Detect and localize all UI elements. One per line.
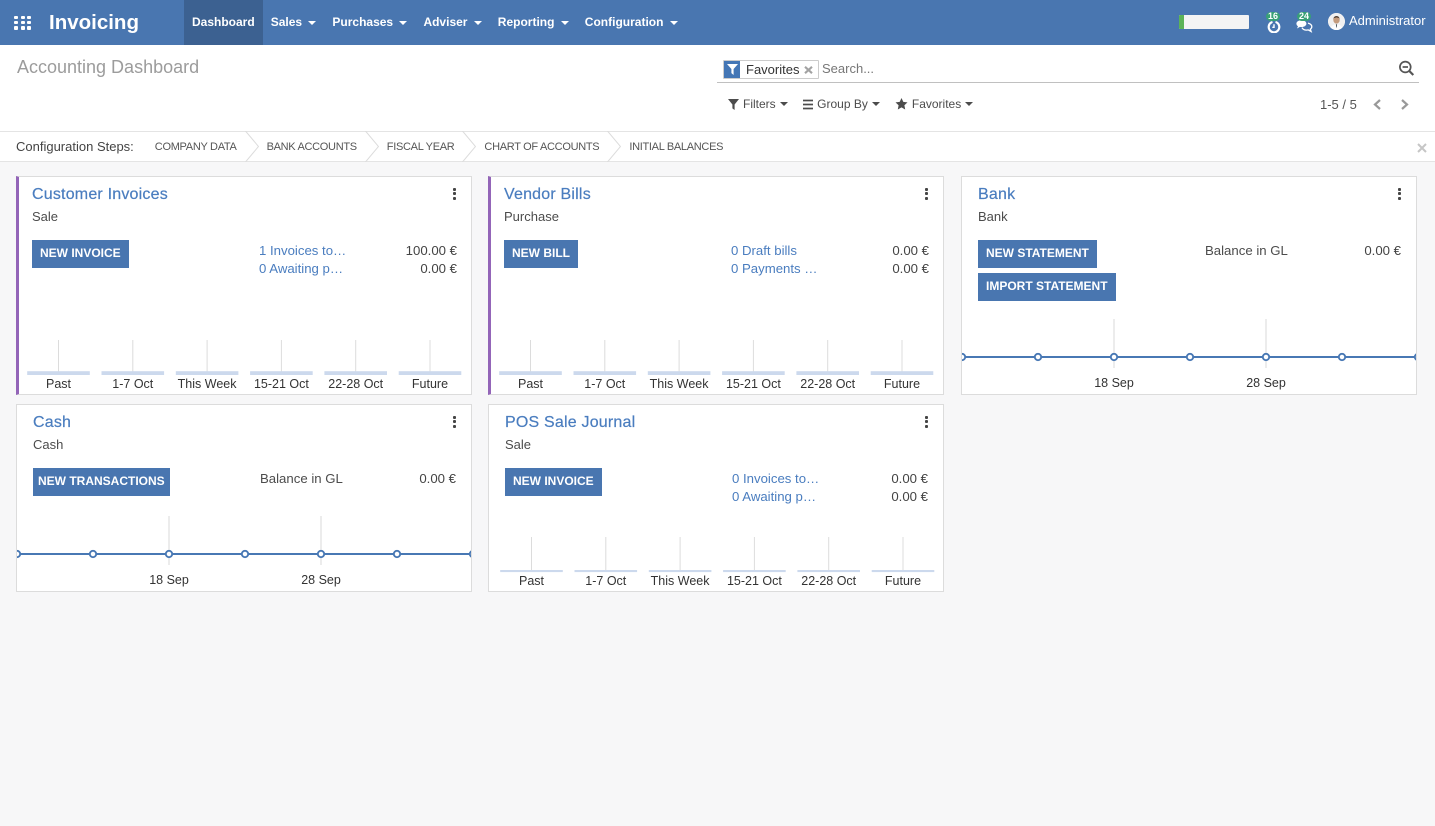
svg-text:This Week: This Week <box>650 377 710 391</box>
svg-text:This Week: This Week <box>178 377 238 391</box>
svg-text:15-21 Oct: 15-21 Oct <box>726 377 781 391</box>
svg-text:22-28 Oct: 22-28 Oct <box>328 377 383 391</box>
svg-text:28 Sep: 28 Sep <box>301 573 341 587</box>
svg-text:18 Sep: 18 Sep <box>1094 376 1134 390</box>
svg-text:22-28 Oct: 22-28 Oct <box>800 377 855 391</box>
svg-text:1-7 Oct: 1-7 Oct <box>584 377 626 391</box>
svg-text:15-21 Oct: 15-21 Oct <box>254 377 309 391</box>
svg-text:This Week: This Week <box>651 574 711 588</box>
svg-text:Future: Future <box>412 377 448 391</box>
svg-text:Future: Future <box>885 574 921 588</box>
svg-text:28 Sep: 28 Sep <box>1246 376 1286 390</box>
svg-text:1-7 Oct: 1-7 Oct <box>112 377 154 391</box>
svg-text:Past: Past <box>46 377 72 391</box>
svg-text:15-21 Oct: 15-21 Oct <box>727 574 782 588</box>
svg-text:22-28 Oct: 22-28 Oct <box>801 574 856 588</box>
svg-text:1-7 Oct: 1-7 Oct <box>585 574 627 588</box>
svg-text:Future: Future <box>884 377 920 391</box>
svg-text:18 Sep: 18 Sep <box>149 573 189 587</box>
svg-text:Past: Past <box>518 377 544 391</box>
svg-text:Past: Past <box>519 574 545 588</box>
